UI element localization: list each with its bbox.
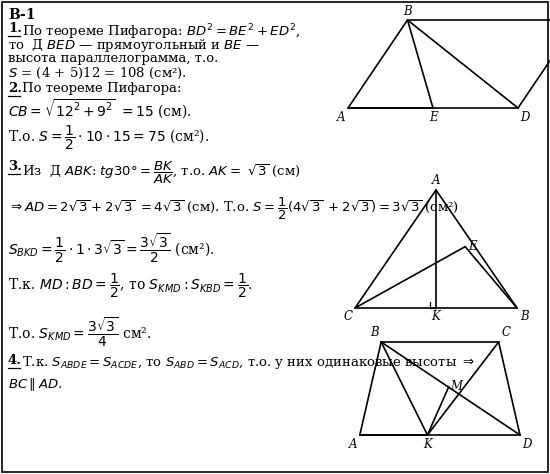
Text: B: B: [403, 4, 412, 18]
Text: 4.: 4.: [8, 354, 22, 367]
Text: Т.о. $S_{KMD}=\dfrac{3\sqrt{3}}{4}$ см².: Т.о. $S_{KMD}=\dfrac{3\sqrt{3}}{4}$ см².: [8, 316, 151, 349]
Text: D: D: [520, 110, 530, 124]
Text: Из  Д $ABK$: $tg30°=\dfrac{BK}{AK}$, т.о. $AK =\ \sqrt{3}$ (см): Из Д $ABK$: $tg30°=\dfrac{BK}{AK}$, т.о.…: [22, 160, 301, 186]
Text: $\Rightarrow AD=2\sqrt{3}+2\sqrt{3}\ = 4\sqrt{3}$ (см). Т.о. $S=\dfrac{1}{2}(4\s: $\Rightarrow AD=2\sqrt{3}+2\sqrt{3}\ = 4…: [8, 196, 459, 222]
Text: 2.: 2.: [8, 82, 22, 95]
Text: $S$ = (4 + 5)12 = 108 (см²).: $S$ = (4 + 5)12 = 108 (см²).: [8, 66, 187, 81]
Text: D: D: [522, 438, 532, 450]
Text: E: E: [468, 240, 476, 253]
Text: 3.: 3.: [8, 160, 22, 173]
Text: K: K: [423, 438, 432, 450]
Text: B: B: [520, 310, 529, 323]
Text: E: E: [428, 110, 437, 124]
Text: $BC \parallel AD$.: $BC \parallel AD$.: [8, 376, 63, 392]
Text: По теореме Пифагора: $BD^2=BE^2+ED^2$,: По теореме Пифагора: $BD^2=BE^2+ED^2$,: [22, 22, 300, 42]
Text: высота параллелограмма, т.о.: высота параллелограмма, т.о.: [8, 52, 218, 65]
Text: $CB = \sqrt{12^2+9^2}\ = 15$ (см).: $CB = \sqrt{12^2+9^2}\ = 15$ (см).: [8, 98, 192, 121]
Text: K: K: [432, 310, 441, 323]
Text: A: A: [337, 110, 345, 124]
Text: Т.к. $S_{ABDE}=S_{ACDE}$, то $S_{ABD}=S_{ACD}$, т.о. у них одинаковые высоты $\R: Т.к. $S_{ABDE}=S_{ACDE}$, то $S_{ABD}=S_…: [22, 354, 475, 371]
Text: По теореме Пифагора:: По теореме Пифагора:: [22, 82, 182, 95]
Text: C: C: [344, 310, 353, 323]
Text: 1.: 1.: [8, 22, 22, 35]
Text: $S_{BKD}=\dfrac{1}{2}\cdot 1\cdot 3\sqrt{3} = \dfrac{3\sqrt{3}}{2}$ (см²).: $S_{BKD}=\dfrac{1}{2}\cdot 1\cdot 3\sqrt…: [8, 232, 214, 265]
Text: C: C: [501, 327, 510, 339]
Text: то  Д $BED$ — прямоугольный и $BE$ —: то Д $BED$ — прямоугольный и $BE$ —: [8, 37, 260, 54]
Text: A: A: [432, 174, 440, 188]
Text: A: A: [349, 438, 357, 450]
Text: Т.о. $S = \dfrac{1}{2} \cdot 10 \cdot 15 = 75$ (см²).: Т.о. $S = \dfrac{1}{2} \cdot 10 \cdot 15…: [8, 124, 209, 152]
Text: Т.к. $MD:BD=\dfrac{1}{2}$, то $S_{KMD}:S_{KBD}=\dfrac{1}{2}$.: Т.к. $MD:BD=\dfrac{1}{2}$, то $S_{KMD}:S…: [8, 272, 253, 301]
Text: M: M: [450, 380, 462, 393]
Text: B-1: B-1: [8, 8, 36, 22]
Text: B: B: [370, 327, 378, 339]
